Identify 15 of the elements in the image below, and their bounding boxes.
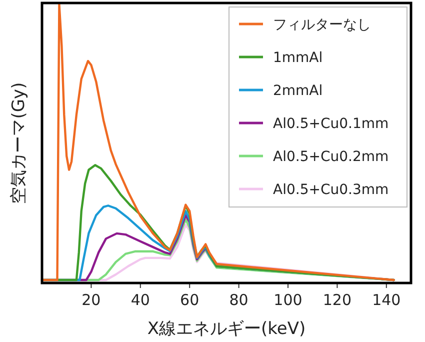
- legend-label: 1mmAl: [273, 50, 323, 66]
- legend-label: Al0.5+Cu0.3mm: [273, 182, 389, 198]
- y-axis-title: 空気カーマ(Gy): [9, 82, 29, 204]
- x-tick-label: 20: [82, 291, 101, 309]
- legend-label: Al0.5+Cu0.1mm: [273, 116, 389, 132]
- legend-label: フィルターなし: [273, 17, 371, 33]
- x-tick-label: 100: [274, 291, 302, 309]
- legend-label: Al0.5+Cu0.2mm: [273, 149, 389, 165]
- x-tick-label: 40: [130, 291, 150, 309]
- x-tick-label: 80: [229, 291, 248, 309]
- legend-label: 2mmAl: [273, 83, 323, 99]
- x-tick-label: 140: [372, 291, 401, 309]
- x-axis-title: X線エネルギー(keV): [147, 319, 306, 339]
- x-tick-label: 60: [180, 291, 200, 309]
- x-tick-label: 120: [322, 291, 352, 309]
